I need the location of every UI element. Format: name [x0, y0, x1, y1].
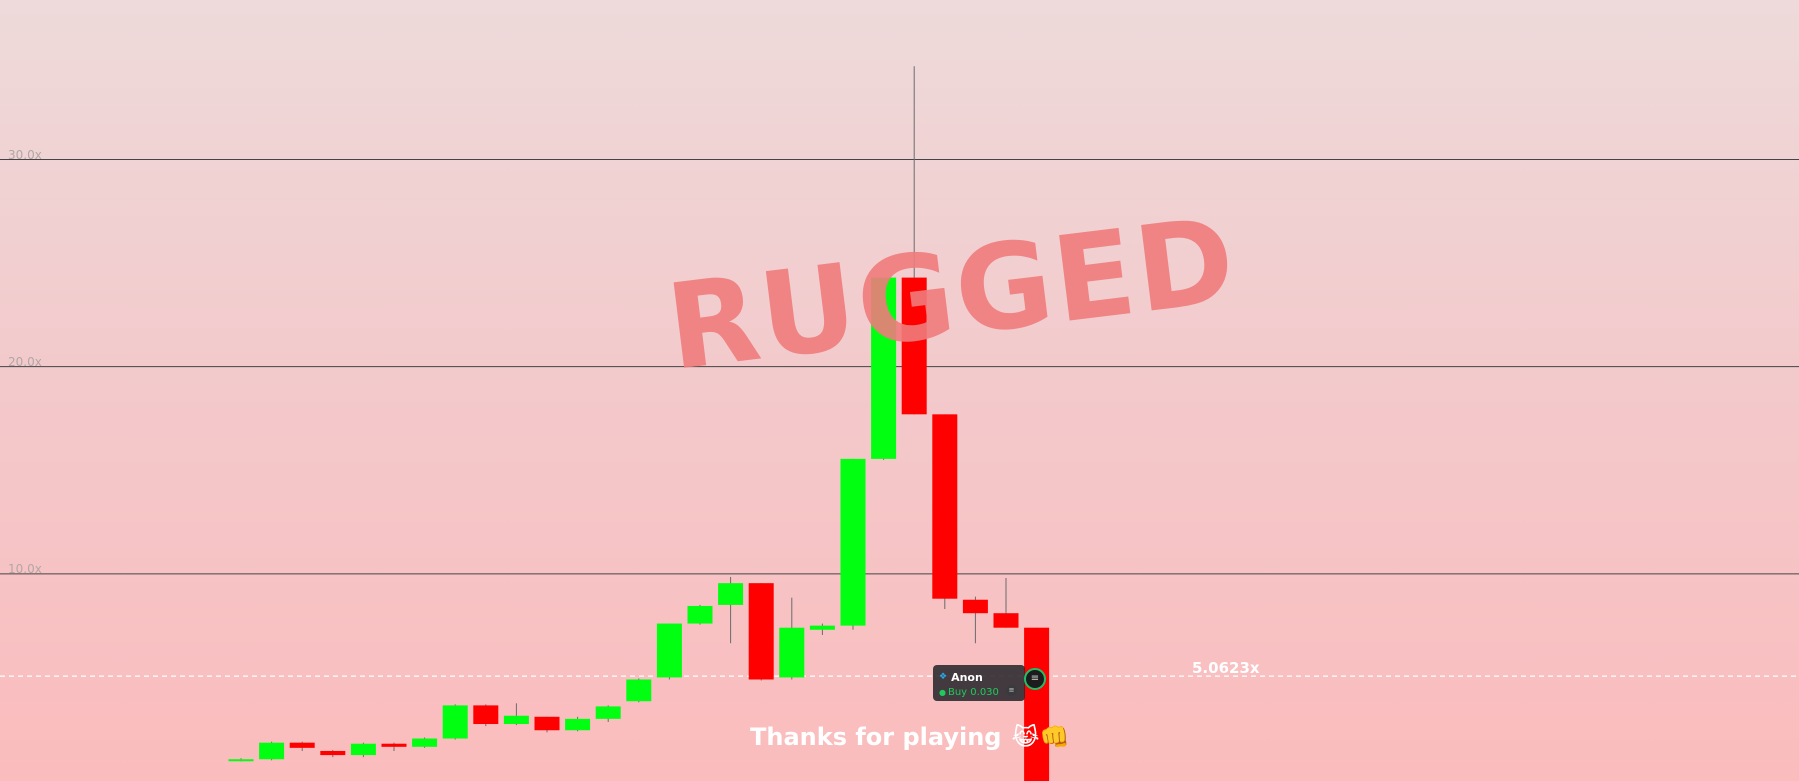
- y-tick-label-20: 20.0x: [8, 355, 42, 369]
- candle-down: [749, 583, 774, 679]
- candles: [229, 66, 1050, 781]
- candle-up: [565, 719, 590, 730]
- candle-up: [810, 626, 835, 630]
- trade-tag[interactable]: ❖ Anon ● Buy 0.030 ≡: [933, 665, 1025, 701]
- trade-action: Buy 0.030: [948, 687, 999, 698]
- candle-down: [932, 414, 957, 598]
- candle-down: [290, 743, 315, 748]
- candle-up: [688, 606, 713, 624]
- candle-up: [351, 744, 376, 755]
- candle-up: [779, 628, 804, 678]
- candle-down: [994, 613, 1019, 628]
- y-tick-label-30: 30.0x: [8, 148, 42, 162]
- footer-message: Thanks for playing 😹👊: [750, 723, 1069, 751]
- candle-down: [535, 717, 560, 730]
- candle-up: [718, 583, 743, 605]
- footer-text: Thanks for playing: [750, 723, 1001, 751]
- player-name: Anon: [951, 671, 983, 684]
- candle-down: [382, 744, 407, 747]
- candle-up: [657, 624, 682, 678]
- trade-marker-icon[interactable]: ≡: [1024, 668, 1046, 690]
- candle-down: [1024, 628, 1049, 781]
- candle-up: [841, 459, 866, 626]
- y-tick-label-10: 10.0x: [8, 562, 42, 576]
- candle-up: [443, 705, 468, 738]
- candle-up: [626, 679, 651, 701]
- bird-icon: ❖: [939, 672, 947, 682]
- laughing-cat-fist-icon: 😹👊: [1011, 723, 1069, 751]
- candle-down: [320, 751, 345, 755]
- candle-up: [229, 759, 254, 761]
- candle-up: [504, 716, 529, 724]
- candle-up: [596, 706, 621, 718]
- candle-down: [963, 600, 988, 613]
- coin-icon: ≡: [1006, 685, 1017, 696]
- drop-icon: ●: [939, 688, 946, 697]
- candle-down: [473, 705, 498, 724]
- candle-up: [259, 743, 284, 760]
- candle-up: [412, 739, 437, 747]
- current-multiplier-label: 5.0623x: [1192, 659, 1260, 677]
